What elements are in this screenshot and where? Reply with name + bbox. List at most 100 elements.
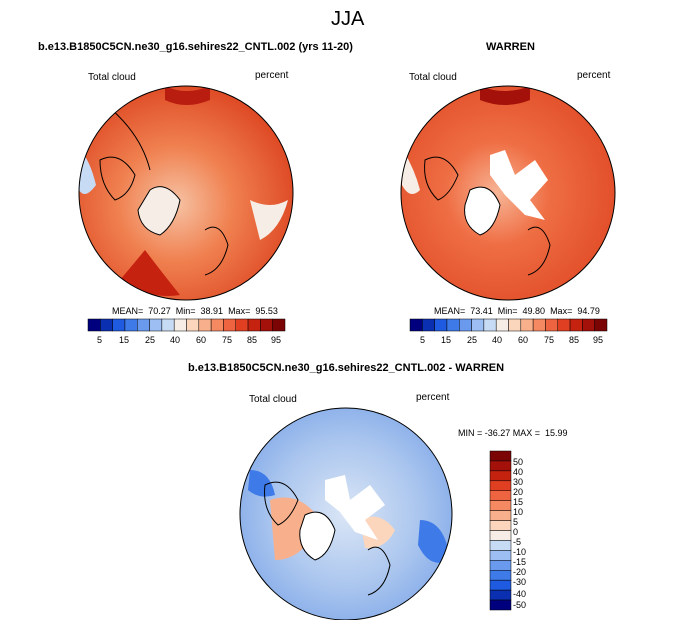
panel1-greenland	[137, 186, 181, 236]
colorbar-swatch	[483, 318, 497, 332]
colorbar-swatch	[459, 318, 472, 332]
colorbar-swatch	[173, 318, 187, 332]
cb3-tick: 5	[513, 517, 519, 527]
panel2-title: WARREN	[486, 41, 535, 53]
colorbar-swatch	[489, 480, 512, 491]
panel1-disk	[79, 86, 293, 300]
colorbar-swatch	[489, 550, 512, 561]
cb3-tick: -30	[513, 577, 527, 587]
colorbar-swatch	[434, 318, 448, 332]
colorbar-swatch	[489, 510, 512, 521]
cb1-tick: 25	[145, 335, 156, 345]
season-title: JJA	[331, 8, 365, 30]
colorbar-swatch	[489, 589, 512, 601]
colorbar-swatch	[495, 318, 509, 332]
panel3-left-label: Total cloud	[249, 394, 297, 405]
colorbar-swatch	[489, 500, 512, 511]
panel1-map	[78, 85, 294, 301]
colorbar-swatch	[489, 599, 512, 611]
cb1-tick: 60	[196, 335, 207, 345]
cb1-tick: 85	[247, 335, 258, 345]
cb2-tick: 15	[441, 335, 452, 345]
colorbar-swatch	[100, 318, 113, 332]
colorbar-swatch	[247, 318, 261, 332]
panel3-greenland	[299, 511, 336, 561]
panel3-title: b.e13.B1850C5CN.ne30_g16.sehires22_CNTL.…	[188, 362, 505, 374]
colorbar-swatch	[272, 318, 286, 332]
panel3-coast-b	[367, 546, 391, 596]
cb2-tick: 95	[593, 335, 604, 345]
colorbar-swatch	[489, 570, 512, 581]
colorbar-swatch	[489, 540, 512, 551]
panel3-negative-west	[248, 470, 275, 497]
cb3-tick: -50	[513, 600, 527, 610]
cb1-tick: 75	[222, 335, 233, 345]
cb3-tick: 10	[513, 507, 524, 517]
panel1-stats: MEAN= 70.27 Min= 38.91 Max= 95.53	[112, 306, 278, 316]
colorbar-swatch	[489, 460, 512, 472]
colorbar-swatch	[594, 318, 608, 332]
panel3-positive-center	[360, 516, 395, 549]
panel2-coast-b	[527, 226, 551, 276]
panel1-colorbar	[87, 318, 286, 332]
panel3-map	[239, 407, 453, 620]
panel2-pole-hole	[503, 185, 513, 195]
panel3-positive-west	[270, 497, 320, 560]
panel3-right-label: percent	[416, 392, 450, 403]
cb3-tick: 40	[513, 467, 524, 477]
cb1-tick: 5	[97, 335, 103, 345]
colorbar-swatch	[446, 318, 460, 332]
colorbar-swatch	[161, 318, 175, 332]
colorbar-swatch	[260, 318, 273, 332]
cb2-tick: 85	[569, 335, 580, 345]
cb3-tick: 30	[513, 477, 524, 487]
colorbar-swatch	[532, 318, 546, 332]
colorbar-swatch	[489, 579, 512, 591]
cb3-tick: 15	[513, 497, 524, 507]
panel3-coast-a	[264, 481, 299, 526]
cb2-tick: 25	[467, 335, 478, 345]
colorbar-swatch	[508, 318, 522, 332]
panel2-map	[400, 85, 616, 301]
panel3-stats: MIN = -36.27 MAX = 15.99	[458, 428, 568, 438]
panel1-high-cloud-south	[120, 250, 180, 296]
cb3-tick: -5	[513, 537, 522, 547]
cb3-tick: 50	[513, 457, 524, 467]
colorbar-swatch	[409, 318, 423, 332]
colorbar-swatch	[210, 318, 224, 332]
panel2-right-label: percent	[577, 70, 611, 81]
colorbar-swatch	[489, 560, 512, 571]
cb3-tick: 0	[513, 527, 519, 537]
panel1-left-label: Total cloud	[88, 72, 136, 83]
panel2-stats: MEAN= 73.41 Min= 49.80 Max= 94.79	[434, 306, 600, 316]
cb2-tick: 60	[518, 335, 529, 345]
colorbar-swatch	[569, 318, 583, 332]
panel3-missing-data	[325, 475, 385, 540]
colorbar-swatch	[557, 318, 571, 332]
cb2-tick: 5	[420, 335, 426, 345]
colorbar-swatch	[545, 318, 558, 332]
cb2-tick: 40	[492, 335, 503, 345]
cb3-tick: -40	[513, 589, 527, 599]
panel1-low-cloud-east	[250, 200, 288, 240]
cb3-tick: -10	[513, 547, 527, 557]
colorbar-swatch	[489, 490, 512, 501]
panel2-coast-a	[424, 156, 459, 201]
colorbar-swatch	[149, 318, 163, 332]
colorbar-swatch	[87, 318, 101, 332]
colorbar-swatch	[471, 318, 485, 332]
colorbar-swatch	[489, 530, 512, 541]
panel2-colorbar	[409, 318, 608, 332]
panel2-border	[400, 85, 616, 301]
cb2-tick: 75	[544, 335, 555, 345]
colorbar-swatch	[112, 318, 126, 332]
panel3-border	[239, 407, 453, 620]
cb3-tick: 20	[513, 487, 524, 497]
colorbar-swatch	[489, 520, 512, 531]
panel2-greenland	[464, 186, 501, 236]
panel2-high-cloud-top	[480, 86, 530, 105]
panel2-low-cloud-west	[402, 150, 420, 194]
panel2-missing-data	[490, 150, 548, 220]
panel3-colorbar	[489, 450, 512, 611]
